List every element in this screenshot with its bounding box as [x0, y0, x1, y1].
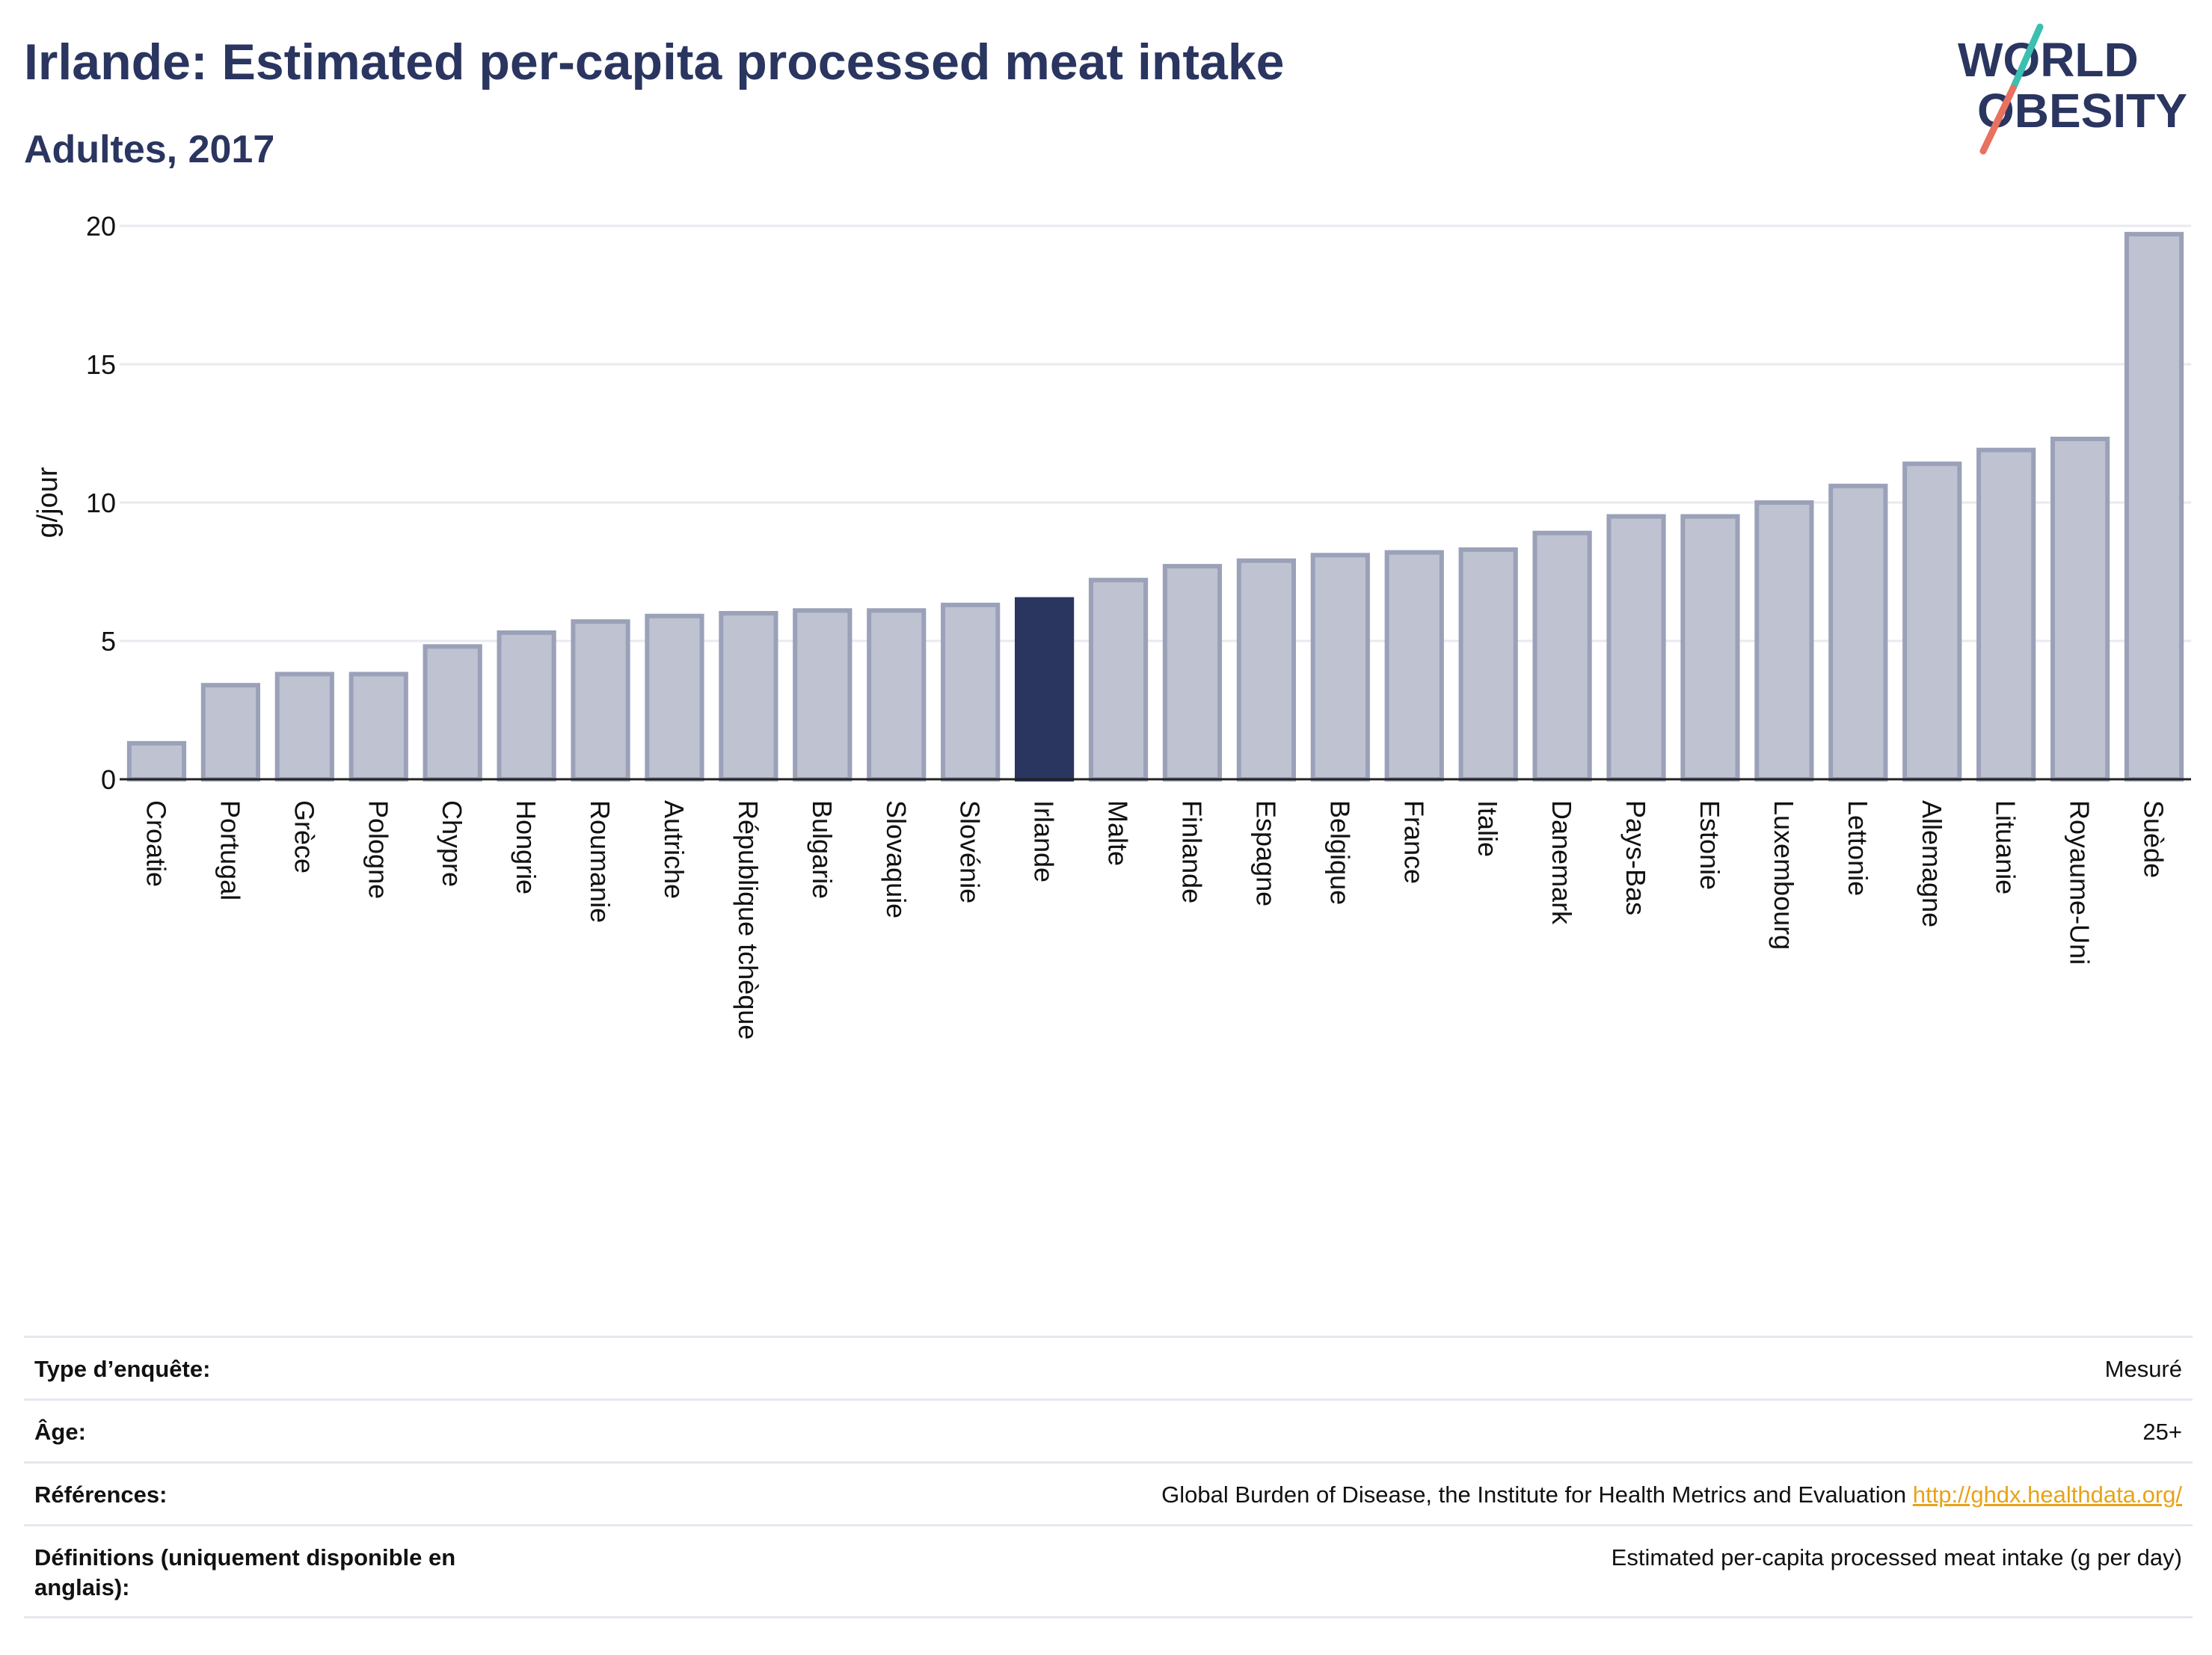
logo-line-1: WORLD	[1958, 33, 2139, 87]
x-tick-label: Chypre	[437, 800, 467, 887]
bar-chypre	[423, 644, 482, 782]
bar-royaume-uni	[2050, 436, 2110, 782]
y-tick-label: 5	[101, 626, 116, 657]
bar-pays-bas	[1606, 514, 1666, 782]
bar-italie	[1458, 547, 1518, 782]
bar-pologne	[348, 672, 408, 782]
x-tick-label: Pays-Bas	[1620, 800, 1651, 915]
info-row-survey-type: Type d’enquête: Mesuré	[24, 1336, 2193, 1398]
bar-chart: 0 5 10 15 20 g/jour Croatie Portugal Grèce Pologn…	[32, 211, 2191, 1040]
bar-lituanie	[1976, 447, 2036, 782]
page-title: Irlande: Estimated per-capita processed …	[24, 34, 1285, 90]
x-tick-label: Danemark	[1546, 800, 1577, 925]
bar-portugal	[200, 683, 260, 782]
x-tick-label: Pologne	[363, 800, 393, 899]
y-axis-title: g/jour	[32, 467, 64, 538]
info-row-references: Références: Global Burden of Disease, th…	[24, 1461, 2193, 1524]
y-tick-label: 10	[86, 488, 116, 518]
bar-bulgarie	[793, 608, 852, 782]
info-value: Estimated per-capita processed meat inta…	[1611, 1544, 2182, 1570]
y-tick-label: 0	[101, 764, 116, 795]
logo-slash-bottom	[1979, 85, 2017, 155]
x-tick-label: Slovaquie	[881, 800, 912, 918]
bar-malte	[1088, 577, 1149, 782]
info-table: Type d’enquête: Mesuré Âge: 25+ Référenc…	[24, 1336, 2193, 1618]
bar-luxembourg	[1754, 500, 1814, 782]
bar-belgique	[1310, 553, 1370, 782]
info-value: Global Burden of Disease, the Institute …	[1161, 1480, 2193, 1510]
bar-hongrie	[497, 630, 556, 782]
x-tick-label: Lettonie	[1843, 800, 1873, 896]
bar-croatie	[126, 740, 187, 782]
x-tick-label: Espagne	[1250, 800, 1281, 906]
x-tick-label: Grèce	[289, 800, 319, 873]
x-tick-label: Italie	[1472, 800, 1503, 857]
bar-autriche	[645, 613, 704, 782]
x-tick-label: Suède	[2139, 800, 2169, 878]
bar-allemagne	[1902, 461, 1962, 782]
x-tick-label: Lituanie	[1991, 800, 2021, 894]
x-tick-label: Allemagne	[1917, 800, 1947, 927]
x-tick-label: Finlande	[1176, 800, 1207, 903]
info-label: Type d’enquête:	[34, 1356, 211, 1382]
x-tick-label: Estonie	[1695, 800, 1725, 890]
bar-roumanie	[571, 619, 630, 782]
x-tick-label: Irlande	[1029, 800, 1060, 882]
bar-slovénie	[941, 602, 1001, 782]
bar-danemark	[1532, 530, 1592, 782]
x-tick-label: Royaume-Uni	[2065, 800, 2095, 965]
logo-slash-top	[2009, 23, 2044, 92]
x-tick-label: Hongrie	[511, 800, 541, 894]
info-value: Mesuré	[2104, 1356, 2182, 1382]
bar-france	[1384, 550, 1444, 782]
reference-link[interactable]: http://ghdx.healthdata.org/	[1912, 1481, 2182, 1508]
world-obesity-logo: WORLD OBESITY	[1958, 23, 2187, 155]
x-tick-label: République tchèque	[733, 800, 764, 1040]
y-tick-label: 15	[86, 349, 116, 380]
x-tick-label: Luxembourg	[1769, 800, 1799, 950]
reference-text: Global Burden of Disease, the Institute …	[1161, 1481, 1907, 1508]
x-tick-label: Slovénie	[955, 800, 986, 903]
page-subtitle: Adultes, 2017	[24, 128, 275, 171]
bar-estonie	[1680, 514, 1740, 782]
x-tick-label: France	[1398, 800, 1429, 884]
bar-suède	[2124, 232, 2184, 782]
bar-slovaquie	[867, 608, 927, 782]
info-row-age: Âge: 25+	[24, 1398, 2193, 1461]
x-tick-label: Bulgarie	[807, 800, 838, 899]
x-tick-label: Croatie	[141, 800, 171, 887]
x-tick-label: Malte	[1103, 800, 1134, 866]
x-tick-label: Portugal	[215, 800, 245, 900]
x-tick-label: Belgique	[1324, 800, 1355, 905]
bar-grèce	[274, 672, 334, 782]
info-label: Définitions (uniquement disponible en an…	[34, 1544, 456, 1600]
y-tick-label: 20	[86, 211, 116, 242]
info-value: 25+	[2142, 1419, 2182, 1445]
bar-finlande	[1162, 564, 1223, 782]
bar-lettonie	[1828, 483, 1888, 782]
x-tick-label: Roumanie	[585, 800, 615, 923]
info-label: Âge:	[34, 1419, 86, 1445]
info-label: Références:	[34, 1481, 168, 1508]
bar-république-tchèque	[719, 611, 778, 782]
info-row-definitions: Définitions (uniquement disponible en an…	[24, 1524, 2193, 1618]
bar-espagne	[1236, 558, 1296, 782]
bar-irlande	[1015, 597, 1075, 782]
x-tick-label: Autriche	[659, 800, 689, 899]
